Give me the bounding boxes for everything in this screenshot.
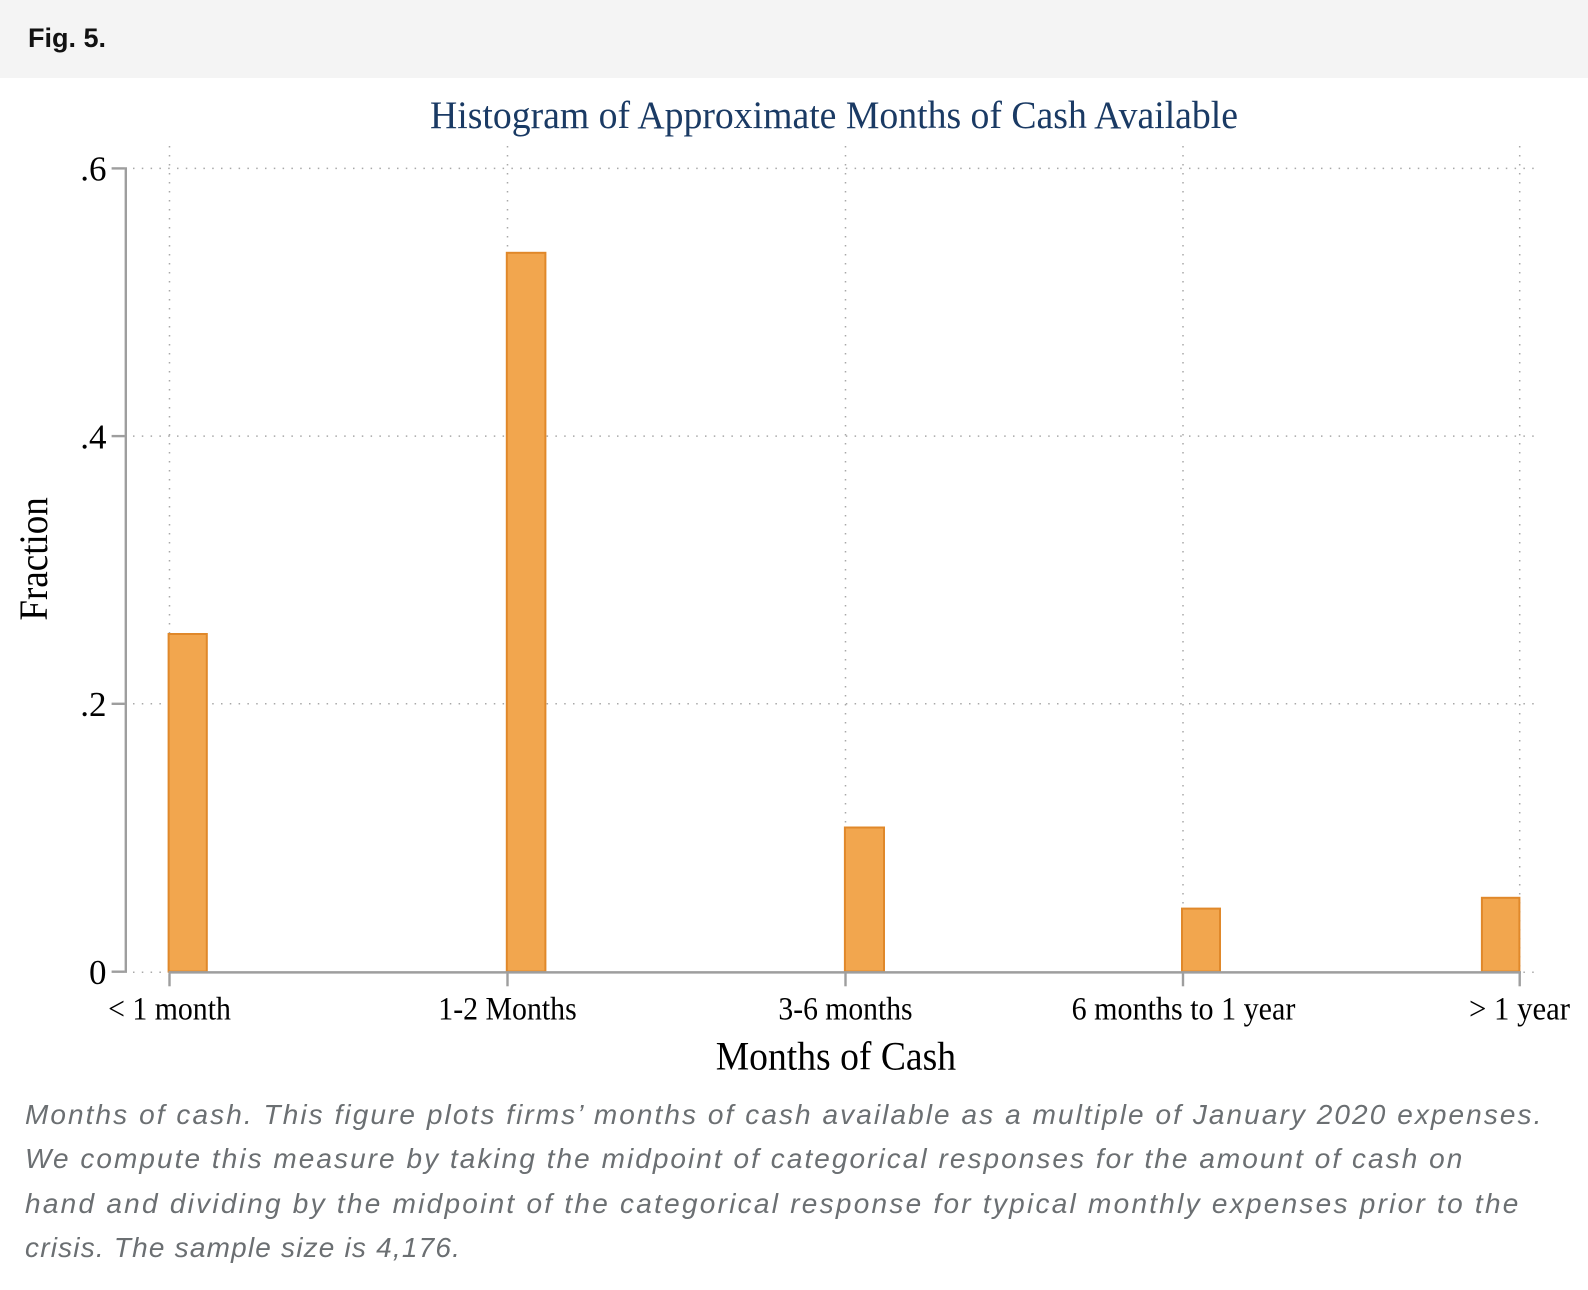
- svg-text:Histogram of Approximate Month: Histogram of Approximate Months of Cash …: [430, 94, 1238, 137]
- svg-text:< 1 month: < 1 month: [108, 992, 231, 1028]
- svg-text:Months of Cash: Months of Cash: [716, 1033, 956, 1078]
- svg-text:.6: .6: [80, 150, 106, 189]
- svg-text:6 months to 1 year: 6 months to 1 year: [1072, 992, 1296, 1028]
- svg-text:.4: .4: [80, 417, 106, 456]
- svg-text:1-2 Months: 1-2 Months: [438, 992, 576, 1028]
- svg-text:Fraction: Fraction: [11, 497, 56, 621]
- svg-text:0: 0: [89, 953, 107, 992]
- svg-text:.2: .2: [80, 685, 106, 724]
- svg-text:3-6 months: 3-6 months: [778, 992, 912, 1028]
- svg-text:> 1 year: > 1 year: [1469, 992, 1570, 1028]
